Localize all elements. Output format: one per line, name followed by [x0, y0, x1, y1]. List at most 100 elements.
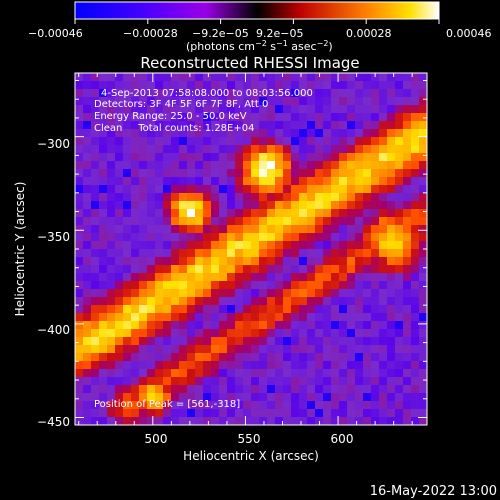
heatmap-cell	[163, 177, 172, 186]
heatmap-cell	[315, 297, 324, 306]
heatmap-cell	[387, 313, 396, 322]
heatmap-cell	[363, 281, 372, 290]
heatmap-cell	[147, 89, 156, 98]
heatmap-cell	[419, 145, 427, 154]
heatmap-cell	[235, 417, 244, 425]
heatmap-cell	[339, 385, 348, 394]
heatmap-cell	[75, 305, 84, 314]
y-axis-label: Heliocentric Y (arcsec)	[13, 182, 27, 317]
heatmap-cell	[155, 145, 164, 154]
heatmap-cell	[403, 241, 412, 250]
heatmap-cell	[299, 161, 308, 170]
heatmap-cell	[347, 329, 356, 338]
heatmap-cell	[307, 369, 316, 378]
heatmap-cell	[267, 241, 276, 250]
heatmap-cell	[283, 337, 292, 346]
heatmap-cell	[243, 289, 252, 298]
heatmap-cell	[187, 209, 196, 218]
heatmap-cell	[171, 177, 180, 186]
heatmap-cell	[171, 209, 180, 218]
heatmap-cell	[187, 225, 196, 234]
heatmap-cell	[419, 265, 427, 274]
heatmap-cell	[99, 89, 108, 98]
heatmap-cell	[307, 257, 316, 266]
heatmap-cell	[147, 313, 156, 322]
heatmap-cell	[267, 185, 276, 194]
heatmap-cell	[163, 257, 172, 266]
heatmap-cell	[331, 241, 340, 250]
heatmap-cell	[107, 345, 116, 354]
heatmap-cell	[115, 201, 124, 210]
axis-ticks	[75, 73, 427, 425]
heatmap-cell	[259, 113, 268, 122]
heatmap-cell	[403, 377, 412, 386]
heatmap-cell	[179, 305, 188, 314]
heatmap-cell	[171, 273, 180, 282]
heatmap-cell	[267, 81, 276, 90]
heatmap-cell	[219, 361, 228, 370]
heatmap-cell	[227, 281, 236, 290]
heatmap-cell	[179, 105, 188, 114]
heatmap-cell	[219, 345, 228, 354]
heatmap-cell	[251, 177, 260, 186]
heatmap-cell	[323, 305, 332, 314]
heatmap-cell	[395, 369, 404, 378]
heatmap-cell	[155, 137, 164, 146]
heatmap-cell	[419, 369, 427, 378]
heatmap-cell	[315, 129, 324, 138]
heatmap-cell	[115, 281, 124, 290]
heatmap-cell	[123, 201, 132, 210]
heatmap-cell	[131, 145, 140, 154]
heatmap-cell	[411, 97, 420, 106]
heatmap-cell	[259, 353, 268, 362]
heatmap-cell	[227, 73, 236, 82]
heatmap-cell	[123, 89, 132, 98]
heatmap-cell	[267, 297, 276, 306]
heatmap-cell	[339, 257, 348, 266]
heatmap-cell	[123, 161, 132, 170]
heatmap-cell	[131, 201, 140, 210]
heatmap-cell	[283, 193, 292, 202]
heatmap-cell	[211, 185, 220, 194]
heatmap-cell	[203, 153, 212, 162]
heatmap-cell	[347, 185, 356, 194]
heatmap-cell	[251, 225, 260, 234]
x-tick-label-600: 600	[331, 432, 354, 446]
heatmap-cell	[411, 217, 420, 226]
heatmap-cell	[227, 129, 236, 138]
heatmap-cell	[139, 369, 148, 378]
heatmap-cell	[275, 377, 284, 386]
heatmap-cell	[235, 249, 244, 258]
heatmap-cell	[251, 265, 260, 274]
heatmap-cell	[291, 73, 300, 82]
heatmap-cell	[379, 281, 388, 290]
heatmap-cell	[195, 161, 204, 170]
heatmap-cell	[163, 329, 172, 338]
heatmap-cell	[115, 145, 124, 154]
heatmap-cell	[299, 105, 308, 114]
heatmap-cell	[235, 97, 244, 106]
heatmap-cell	[107, 385, 116, 394]
heatmap-cell	[339, 361, 348, 370]
heatmap-cell	[211, 89, 220, 98]
y-tick-label-450: −450	[37, 415, 70, 429]
heatmap-cell	[275, 409, 284, 418]
heatmap-cell	[75, 153, 84, 162]
heatmap-cell	[387, 321, 396, 330]
heatmap-cell	[363, 345, 372, 354]
heatmap-cell	[83, 353, 92, 362]
heatmap-cell	[355, 169, 364, 178]
heatmap-cell	[331, 409, 340, 418]
heatmap-cell	[315, 265, 324, 274]
heatmap-cell	[347, 113, 356, 122]
heatmap-cell	[419, 121, 427, 130]
heatmap-cell	[155, 249, 164, 258]
heatmap-cell	[363, 353, 372, 362]
heatmap-cell	[107, 185, 116, 194]
heatmap-cell	[267, 73, 276, 82]
heatmap-cell	[203, 273, 212, 282]
heatmap-cell	[99, 321, 108, 330]
heatmap-cell	[283, 409, 292, 418]
heatmap-cell	[299, 137, 308, 146]
heatmap-cell	[203, 81, 212, 90]
